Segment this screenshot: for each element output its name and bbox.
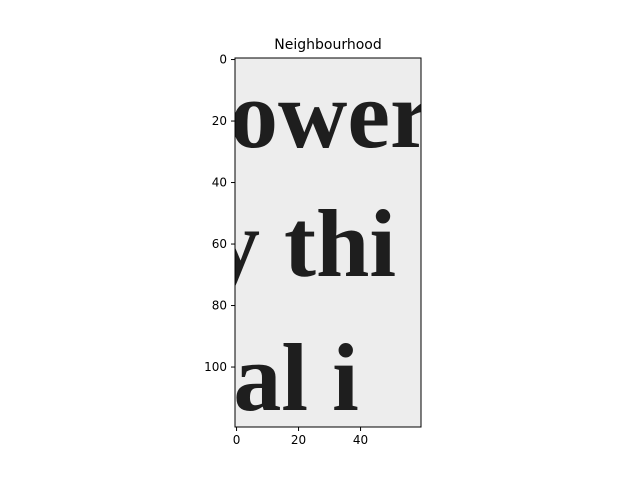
- image-text-line-2: y thi: [212, 190, 396, 297]
- image-text-line-3: dal i: [180, 324, 359, 431]
- axis-ticks: 0 20 40 0 20 40 60 80 100: [204, 53, 368, 447]
- axes-frame: [234, 57, 422, 428]
- y-tick-label: 60: [212, 237, 227, 251]
- x-tick-label: 40: [353, 433, 368, 447]
- image-panel: ower y thi dal i: [180, 58, 433, 431]
- y-tick-label: 40: [212, 176, 227, 190]
- x-tick-label: 20: [291, 433, 306, 447]
- x-tick-label: 0: [233, 433, 241, 447]
- chart-title: Neighbourhood: [274, 37, 381, 53]
- y-tick-label: 0: [219, 53, 227, 67]
- y-tick-label: 20: [212, 114, 227, 128]
- y-tick-label: 100: [204, 360, 227, 374]
- image-text-line-1: ower: [230, 61, 433, 168]
- y-tick-label: 80: [212, 299, 227, 313]
- image-background: [235, 58, 421, 427]
